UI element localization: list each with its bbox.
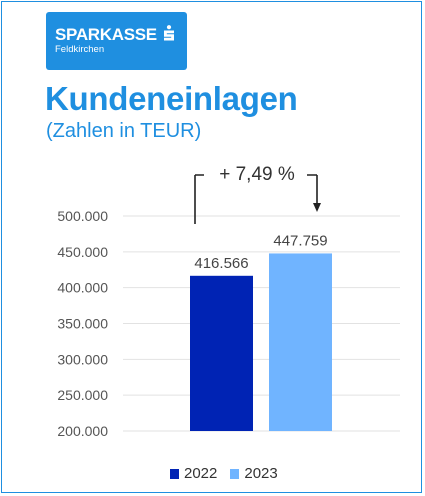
- legend-swatch-2023: [230, 468, 240, 479]
- legend-swatch-2022: [170, 468, 179, 479]
- annotation-arrow-icon: [313, 203, 321, 212]
- legend-label-2023: 2023: [244, 465, 278, 482]
- legend-item-2023: 2023: [230, 465, 278, 482]
- page-subtitle: (Zahlen in TEUR): [46, 120, 202, 142]
- y-tick-label: 350.000: [57, 316, 108, 332]
- annotation-bracket: [194, 174, 318, 224]
- y-tick-label: 300.000: [57, 351, 108, 367]
- logo-location: Feldkirchen: [55, 44, 105, 55]
- y-tick-label: 200.000: [57, 423, 108, 439]
- logo-brand-name: SPARKASSE: [55, 25, 157, 44]
- bars: 416.566 447.759: [190, 232, 332, 431]
- legend-item-2022: 2022: [170, 465, 217, 482]
- change-annotation: + 7,49 %: [194, 164, 321, 224]
- y-tick-label: 450.000: [57, 244, 108, 260]
- page-title: Kundeneinlagen: [45, 80, 298, 117]
- y-axis-ticks: 500.000 450.000 400.000 350.000 300.000 250.0…: [57, 208, 108, 439]
- y-tick-label: 400.000: [57, 280, 108, 296]
- y-tick-label: 500.000: [57, 208, 108, 224]
- sparkasse-s-icon: [164, 25, 174, 41]
- sparkasse-logo: SPARKASSE Feldkirchen: [46, 12, 187, 70]
- legend-label-2022: 2022: [184, 465, 218, 482]
- grid-lines: [123, 215, 400, 432]
- chart-legend: 2022 2023: [170, 465, 291, 482]
- y-tick-label: 250.000: [57, 387, 108, 403]
- bar-2023: [269, 253, 332, 431]
- bar-2022: [190, 275, 253, 431]
- data-label-2022: 416.566: [194, 255, 248, 272]
- data-label-2023: 447.759: [273, 232, 327, 249]
- annotation-text: + 7,49 %: [219, 164, 295, 185]
